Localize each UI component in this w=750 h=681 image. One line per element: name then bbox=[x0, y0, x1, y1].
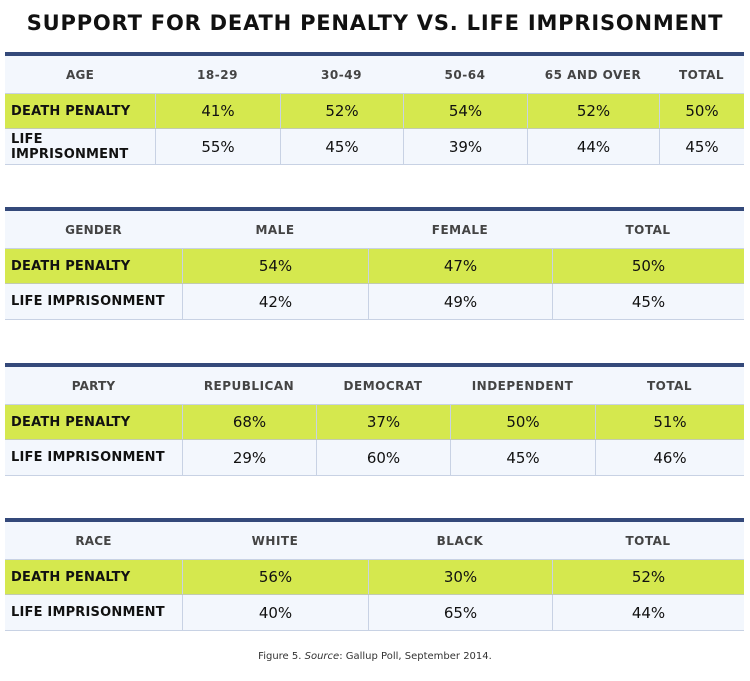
column-header: TOTAL bbox=[625, 533, 671, 548]
column-header: 30-49 bbox=[321, 67, 362, 82]
dimension-header: PARTY bbox=[71, 378, 116, 393]
column-header: BLACK bbox=[436, 533, 484, 548]
value-cell: 41% bbox=[155, 94, 280, 128]
value-cell: 65% bbox=[368, 595, 552, 630]
value-cell: 39% bbox=[403, 129, 527, 164]
value-cell: 54% bbox=[182, 249, 368, 283]
table-row: DEATH PENALTY 41% 52% 54% 52% 50% bbox=[5, 94, 744, 129]
value-cell: 40% bbox=[182, 595, 368, 630]
value-cell: 52% bbox=[280, 94, 403, 128]
column-header: MALE bbox=[255, 222, 295, 237]
value-cell: 50% bbox=[450, 405, 595, 439]
column-header: 65 AND OVER bbox=[544, 67, 642, 82]
column-header: TOTAL bbox=[678, 67, 725, 82]
column-header: INDEPENDENT bbox=[471, 378, 574, 393]
row-label: LIFE IMPRISONMENT bbox=[11, 605, 165, 620]
row-label: DEATH PENALTY bbox=[11, 569, 131, 585]
value-cell: 60% bbox=[316, 440, 450, 475]
row-label: LIFE IMPRISONMENT bbox=[11, 131, 129, 162]
value-cell: 44% bbox=[552, 595, 744, 630]
figure-caption: Figure 5. Source: Gallup Poll, September… bbox=[0, 651, 750, 662]
value-cell: 37% bbox=[316, 405, 450, 439]
value-cell: 55% bbox=[155, 129, 280, 164]
table-header-row: GENDER MALE FEMALE TOTAL bbox=[5, 211, 744, 249]
value-cell: 47% bbox=[368, 249, 552, 283]
column-header: DEMOCRAT bbox=[343, 378, 423, 393]
table-row: LIFE IMPRISONMENT 55% 45% 39% 44% 45% bbox=[5, 129, 744, 165]
value-cell: 50% bbox=[552, 249, 744, 283]
value-cell: 42% bbox=[182, 284, 368, 319]
column-header: REPUBLICAN bbox=[203, 378, 295, 393]
value-cell: 50% bbox=[659, 94, 744, 128]
value-cell: 51% bbox=[595, 405, 744, 439]
value-cell: 68% bbox=[182, 405, 316, 439]
value-cell: 46% bbox=[595, 440, 744, 475]
race-table: RACE WHITE BLACK TOTAL DEATH PENALTY 56%… bbox=[5, 518, 744, 631]
column-header: 18-29 bbox=[197, 67, 238, 82]
value-cell: 52% bbox=[552, 560, 744, 594]
value-cell: 44% bbox=[527, 129, 659, 164]
value-cell: 45% bbox=[659, 129, 744, 164]
value-cell: 49% bbox=[368, 284, 552, 319]
table-row: LIFE IMPRISONMENT 29% 60% 45% 46% bbox=[5, 440, 744, 476]
row-label: DEATH PENALTY bbox=[11, 258, 131, 274]
column-header: WHITE bbox=[251, 533, 299, 548]
table-row: DEATH PENALTY 54% 47% 50% bbox=[5, 249, 744, 284]
gender-table: GENDER MALE FEMALE TOTAL DEATH PENALTY 5… bbox=[5, 207, 744, 320]
table-row: LIFE IMPRISONMENT 40% 65% 44% bbox=[5, 595, 744, 631]
age-table: AGE 18-29 30-49 50-64 65 AND OVER TOTAL … bbox=[5, 52, 744, 165]
row-label: LIFE IMPRISONMENT bbox=[11, 294, 165, 309]
caption-suffix: : Gallup Poll, September 2014. bbox=[339, 651, 492, 662]
table-header-row: PARTY REPUBLICAN DEMOCRAT INDEPENDENT TO… bbox=[5, 367, 744, 405]
row-label: LIFE IMPRISONMENT bbox=[11, 450, 165, 465]
table-header-row: AGE 18-29 30-49 50-64 65 AND OVER TOTAL bbox=[5, 56, 744, 94]
dimension-header: AGE bbox=[66, 67, 94, 82]
caption-prefix: Figure 5. bbox=[258, 651, 305, 662]
column-header: FEMALE bbox=[431, 222, 489, 237]
table-row: LIFE IMPRISONMENT 42% 49% 45% bbox=[5, 284, 744, 320]
value-cell: 45% bbox=[450, 440, 595, 475]
page-title: SUPPORT FOR DEATH PENALTY VS. LIFE IMPRI… bbox=[26, 11, 724, 35]
value-cell: 56% bbox=[182, 560, 368, 594]
column-header: TOTAL bbox=[625, 222, 671, 237]
party-table: PARTY REPUBLICAN DEMOCRAT INDEPENDENT TO… bbox=[5, 363, 744, 476]
value-cell: 45% bbox=[552, 284, 744, 319]
column-header: 50-64 bbox=[444, 67, 486, 82]
table-row: DEATH PENALTY 56% 30% 52% bbox=[5, 560, 744, 595]
table-row: DEATH PENALTY 68% 37% 50% 51% bbox=[5, 405, 744, 440]
value-cell: 45% bbox=[280, 129, 403, 164]
dimension-header: GENDER bbox=[65, 222, 122, 237]
caption-source-label: Source bbox=[304, 651, 340, 662]
dimension-header: RACE bbox=[75, 533, 112, 548]
row-label: DEATH PENALTY bbox=[11, 103, 131, 119]
value-cell: 29% bbox=[182, 440, 316, 475]
row-label: DEATH PENALTY bbox=[11, 414, 131, 430]
table-header-row: RACE WHITE BLACK TOTAL bbox=[5, 522, 744, 560]
value-cell: 52% bbox=[527, 94, 659, 128]
value-cell: 54% bbox=[403, 94, 527, 128]
value-cell: 30% bbox=[368, 560, 552, 594]
column-header: TOTAL bbox=[646, 378, 693, 393]
